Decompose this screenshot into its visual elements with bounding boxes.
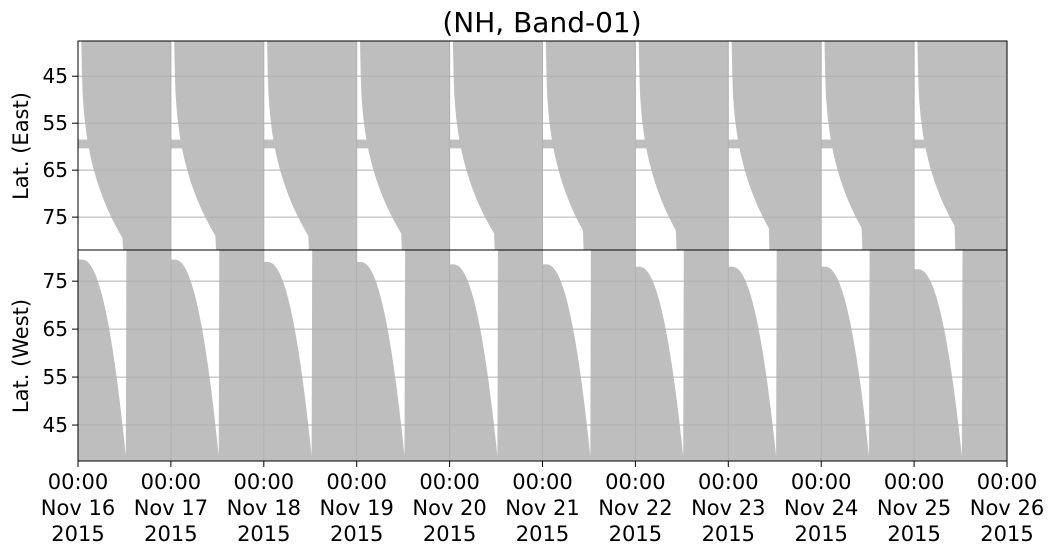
xtick-label: 00:00 Nov 16 2015 [41,470,115,546]
west-ytick-label: 65 [43,317,68,341]
west-ytick-label: 75 [43,269,68,293]
xtick-label: 00:00 Nov 18 2015 [227,470,301,546]
east-ytick-label: 75 [43,205,68,229]
xtick-label: 00:00 Nov 25 2015 [877,470,951,546]
xtick-label: 00:00 Nov 20 2015 [412,470,486,546]
xtick-label: 00:00 Nov 21 2015 [505,470,579,546]
west-panel: 45 55 65 75 [43,249,1008,462]
xtick-label: 00:00 Nov 17 2015 [134,470,208,546]
west-ytick-label: 55 [43,365,68,389]
west-ytick-label: 45 [43,413,68,437]
west-ylabel: Lat. (West) [9,299,33,413]
east-ylabel: Lat. (East) [9,92,33,200]
east-ytick-label: 55 [43,111,68,135]
east-ytick-label: 65 [43,158,68,182]
xtick-label: 00:00 Nov 24 2015 [784,470,858,546]
east-panel: 45 55 65 75 [43,40,1008,251]
east-ytick-label: 45 [43,64,68,88]
x-axis: 00:00 Nov 16 2015 00:00 Nov 17 2015 00:00 Nov 1… [41,461,1044,546]
xtick-label: 00:00 Nov 23 2015 [691,470,765,546]
xtick-label: 00:00 Nov 19 2015 [320,470,394,546]
xtick-label: 00:00 Nov 26 2015 [970,470,1044,546]
chart-title: (NH, Band-01) [442,6,641,39]
xtick-label: 00:00 Nov 22 2015 [598,470,672,546]
